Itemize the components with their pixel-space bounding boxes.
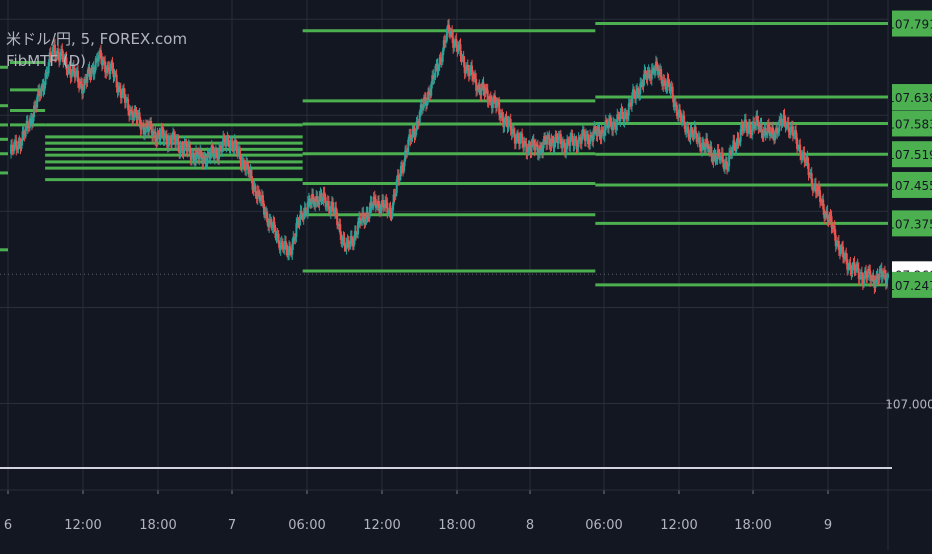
x-tick-label: 18:00 (438, 518, 475, 533)
x-tick-label: 06:00 (288, 518, 325, 533)
x-tick-label: 12:00 (64, 518, 101, 533)
symbol-title: 米ドル/円, 5, FOREX.com (6, 30, 188, 48)
fib-price-badge (892, 141, 932, 168)
x-tick-label: 12:00 (660, 518, 697, 533)
fib-price-badge (892, 110, 932, 137)
x-tick-label: 7 (228, 518, 236, 533)
fib-price-badge (892, 171, 932, 198)
x-tick-label: 9 (824, 518, 832, 533)
price-badge-label: 107.638 (887, 91, 932, 105)
x-tick-label: 06:00 (585, 518, 622, 533)
chart-legend: 米ドル/円, 5, FOREX.com FibMTF (D) (6, 28, 187, 72)
indicator-title: FibMTF (D) (6, 52, 86, 70)
x-tick-label: 6 (4, 518, 12, 533)
fib-price-badge (892, 210, 932, 237)
x-tick-label: 18:00 (734, 518, 771, 533)
price-badge-label: 107.247 (887, 279, 932, 293)
price-tick-label: 107.000 (885, 398, 932, 412)
fib-price-badge (892, 84, 932, 111)
price-badge-label: 107.519 (887, 148, 932, 162)
x-tick-label: 18:00 (139, 518, 176, 533)
fib-price-badge (892, 10, 932, 37)
x-tick-label: 12:00 (363, 518, 400, 533)
x-tick-label: 8 (526, 518, 534, 533)
price-badge-label: 107.583 (887, 117, 932, 131)
price-badge-label: 107.375 (887, 217, 932, 231)
price-badge-label: 107.791 (887, 18, 932, 32)
price-badge-label: 107.455 (887, 179, 932, 193)
fib-price-badge (892, 271, 932, 298)
